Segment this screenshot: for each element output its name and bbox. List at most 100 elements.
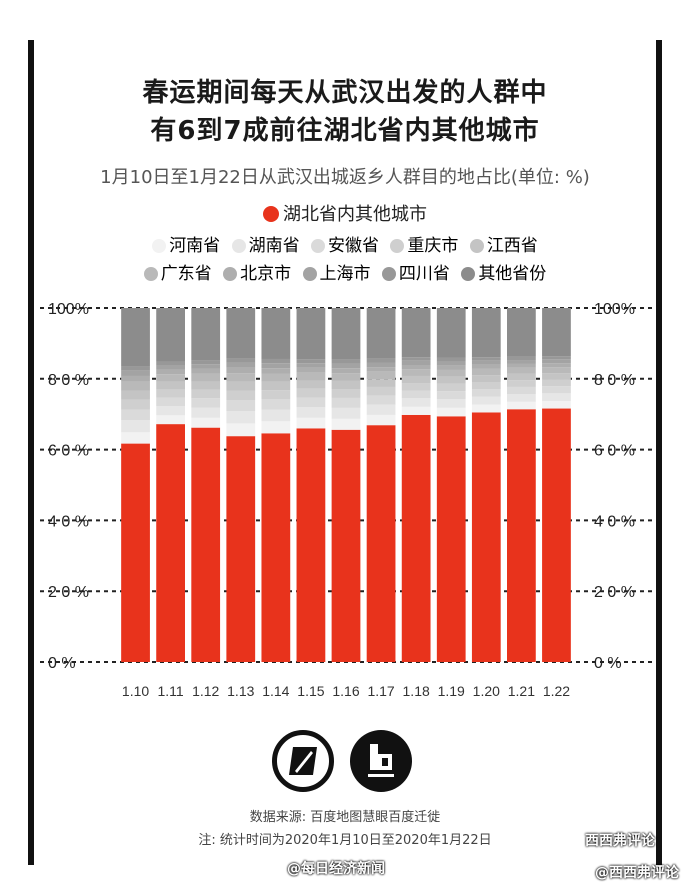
right-border [656,40,662,865]
bar-segment [436,376,466,384]
bar-segment [296,308,326,360]
legend-item: 广东省 [143,259,212,284]
bar-segment [261,373,291,382]
bar-segment [436,357,466,362]
y-tick-label-right: 0 % [594,655,622,672]
bar-segment [121,390,150,400]
y-tick-label-right: 2 0 % [594,584,635,601]
bar-segment [401,383,431,391]
y-tick-label-left: 2 0 % [48,584,89,601]
bar-segment [191,373,221,382]
bar-segment [471,404,501,413]
bar-segment [226,308,256,359]
bar-segment [156,381,185,390]
bar-segment [191,360,221,365]
bar-segment [156,374,185,382]
bar-segment [226,436,256,662]
bar-segment [191,427,221,662]
bar-segment [296,397,326,408]
bar-segment [471,375,501,382]
bar-segment [156,308,185,362]
bar-segment [331,397,361,408]
bar-segment [191,389,221,399]
legend-label: 湖南省 [248,236,300,256]
legend-swatch [231,239,246,253]
chart-subtitle: 1月10日至1月22日从武汉出城返乡人群目的地占比(单位: %) [100,167,590,188]
bar-segment [331,389,361,398]
bar-segment [121,375,150,382]
x-tick-label: 1.17 [367,683,394,699]
bar-segment [471,412,501,662]
legend-swatch [223,267,238,281]
legend-swatch [143,267,158,281]
x-tick-label: 1.20 [473,683,500,699]
bar-segment [156,369,185,375]
bar-segment [191,308,221,361]
bar-segment [507,367,536,374]
x-tick-label: 1.14 [262,683,289,699]
bar-segment [542,356,571,360]
bar-segment [436,383,466,392]
legend-swatch [302,267,317,281]
bar-segment [261,433,291,662]
legend-label: 重庆市 [407,236,459,256]
bar-segment [507,373,536,381]
stacked-bar-chart: 0 % 0 % 2 0 % 2 0 % 4 0 % 4 0 % 6 0 % 6 0 % 8 0 … [40,301,654,699]
bar-segment [401,360,431,365]
bar-segment [156,424,185,662]
bar-segment [366,371,396,380]
x-tick-label: 1.11 [158,683,184,699]
bar-segment [191,417,221,428]
bar-segment [331,363,361,369]
publisher-logo-1 [272,730,334,792]
bar-segment [226,381,256,391]
legend-swatch [311,239,325,253]
bar-segment [507,356,536,361]
bar-segment [401,369,431,376]
bar-segment [542,386,571,394]
bar-segment [507,401,536,410]
bar-segment [121,443,150,662]
legend-label: 其他省份 [478,264,547,284]
bar-segment [507,394,536,402]
legend-item: 四川省 [381,259,450,284]
legend-item: 江西省 [469,231,538,256]
bar-segment [542,367,571,374]
bar-segment [366,425,396,662]
bar-segment [401,390,431,399]
bar-segment [542,363,571,368]
bar-segment [436,361,466,366]
bar-segment [331,407,361,419]
bar-segment [436,416,466,662]
chart-title-line1: 春运期间每天从武汉出发的人群中 [142,78,548,108]
legend-label: 广东省 [160,264,212,284]
bar-segment [226,367,256,374]
bar-segment [331,380,361,390]
bar-segment [401,406,431,415]
bar-segment [471,389,501,397]
bar-segment [191,364,221,369]
y-tick-label-right: 100% [594,301,635,318]
legend-item: 安徽省 [311,231,379,256]
watermark-right-top: 西西弗评论 [585,833,655,849]
bar-segment [226,390,256,401]
x-tick-label: 1.10 [122,683,149,699]
bar-segment [261,421,291,434]
bar-segment [296,363,326,368]
bar-segment [542,308,571,357]
logo-group [270,728,420,798]
publisher-logo-2-mark [368,744,394,777]
watermark-right-bottom: @西西弗评论 [595,865,679,881]
bar-segment [401,308,431,358]
x-tick-label: 1.15 [297,683,324,699]
bar-segment [296,388,326,398]
legend-item: 其他省份 [461,259,546,284]
bar-segment [121,409,150,421]
bar-segment [471,381,501,390]
legend-swatch [390,239,405,253]
bar-segment [542,379,571,387]
bar-segment [296,417,326,429]
bar-segment [121,399,150,410]
bar-segment [331,418,361,430]
legend-swatch [461,267,476,281]
